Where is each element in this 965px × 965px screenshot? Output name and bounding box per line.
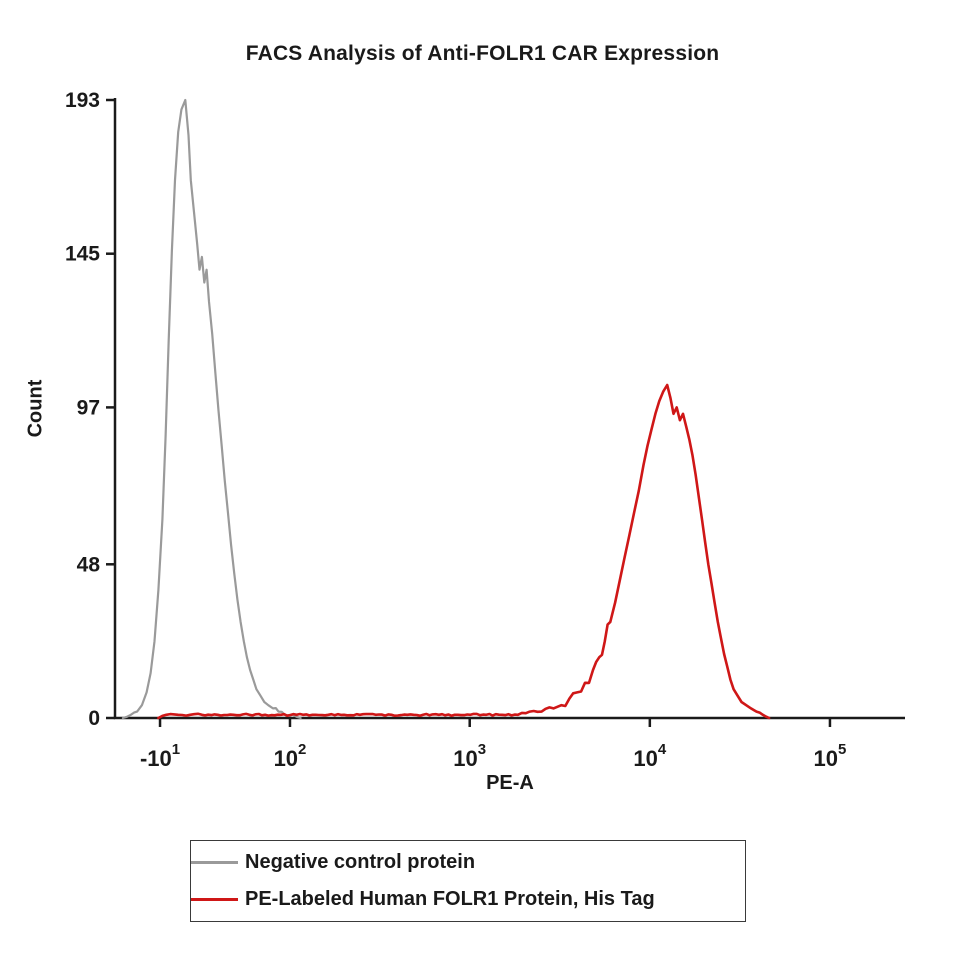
legend-item-pe-folr1: PE-Labeled Human FOLR1 Protein, His Tag bbox=[191, 881, 739, 918]
y-tick-label: 48 bbox=[77, 553, 101, 576]
chart-title: FACS Analysis of Anti-FOLR1 CAR Expressi… bbox=[245, 42, 720, 65]
x-tick-label: 102 bbox=[274, 741, 307, 771]
legend-box: Negative control protein PE-Labeled Huma… bbox=[190, 840, 746, 922]
x-tick-label: 104 bbox=[633, 741, 666, 771]
x-tick-label: -101 bbox=[140, 741, 180, 771]
plot-area: 0 48 97 145 193 -101 102 103 104 105 bbox=[65, 89, 905, 771]
x-tick-label: 105 bbox=[814, 741, 847, 771]
x-axis-label: PE-A bbox=[486, 772, 534, 794]
x-tick-label: 103 bbox=[453, 741, 486, 771]
negative-control-curve bbox=[121, 98, 302, 720]
pe-folr1-line-sample bbox=[191, 898, 238, 901]
legend-label-negative-control: Negative control protein bbox=[245, 851, 476, 873]
y-tick-label: 145 bbox=[65, 243, 100, 266]
legend-item-negative-control: Negative control protein bbox=[191, 844, 739, 881]
y-tick-label: 97 bbox=[77, 396, 100, 419]
negative-control-line-sample bbox=[191, 861, 238, 864]
legend-label-pe-folr1: PE-Labeled Human FOLR1 Protein, His Tag bbox=[245, 888, 655, 910]
y-tick-label: 193 bbox=[65, 89, 100, 112]
pe-folr1-curve bbox=[157, 383, 771, 720]
y-tick-label: 0 bbox=[88, 707, 100, 730]
